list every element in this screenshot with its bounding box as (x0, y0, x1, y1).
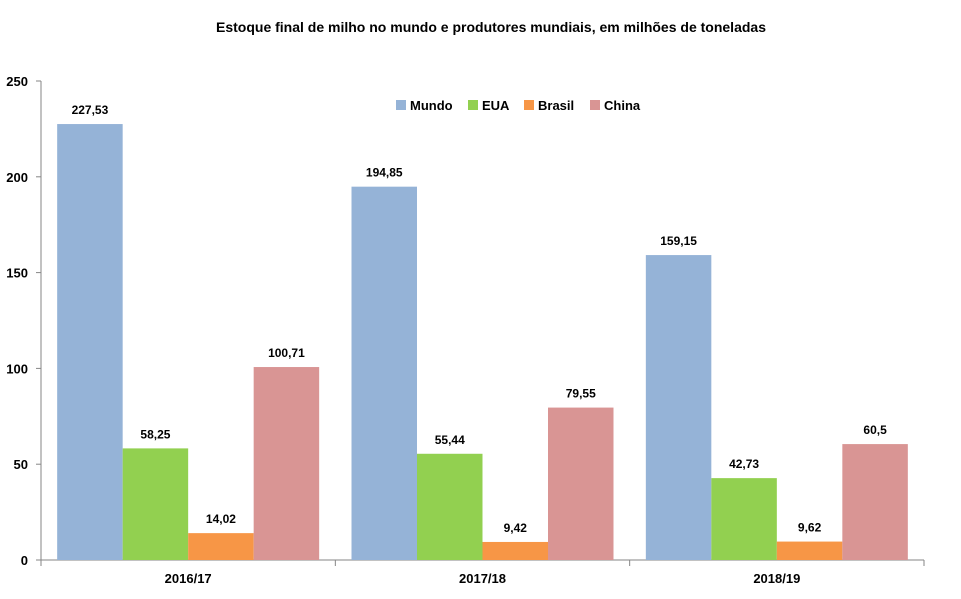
bar-china (548, 407, 614, 560)
y-tick-label: 250 (6, 74, 28, 89)
legend-swatch-mundo (396, 100, 406, 110)
bars (57, 124, 908, 560)
bar-mundo (57, 124, 123, 560)
x-category-label: 2016/17 (165, 571, 212, 586)
y-tick-label: 100 (6, 361, 28, 376)
data-label: 9,42 (504, 521, 528, 535)
y-tick-label: 200 (6, 170, 28, 185)
x-category-label: 2018/19 (753, 571, 800, 586)
bar-brasil (482, 541, 548, 560)
data-label: 55,44 (435, 433, 465, 447)
bar-eua (122, 448, 189, 560)
y-tick-label: 0 (21, 553, 28, 568)
bar-china (253, 367, 320, 560)
data-labels: 227,53 58,25 14,02 100,71 194,85 55,44 9,42 79,… (72, 103, 888, 535)
legend-swatch-eua (468, 100, 478, 110)
bar-mundo (351, 186, 417, 560)
data-label: 60,5 (863, 423, 887, 437)
data-label: 58,25 (140, 427, 170, 441)
y-tick-label: 150 (6, 266, 28, 281)
data-label: 42,73 (729, 457, 759, 471)
data-label: 159,15 (660, 234, 697, 248)
legend-label-china: China (604, 98, 641, 113)
legend-label-brasil: Brasil (538, 98, 574, 113)
legend-swatch-china (590, 100, 600, 110)
data-label: 79,55 (566, 387, 596, 401)
chart-title: Estoque final de milho no mundo e produt… (216, 19, 766, 35)
legend: Mundo EUA Brasil China (396, 98, 641, 113)
bar-china (842, 444, 908, 560)
bar-brasil (188, 533, 254, 560)
data-label: 100,71 (268, 346, 305, 360)
axes: 0 50 100 150 200 250 2016/17 2017/18 2018/19 (6, 74, 925, 586)
data-label: 9,62 (798, 521, 822, 535)
x-category-label: 2017/18 (459, 571, 506, 586)
bar-eua (711, 478, 777, 560)
bar-eua (417, 453, 483, 560)
legend-swatch-brasil (524, 100, 534, 110)
y-tick-label: 50 (14, 457, 28, 472)
bar-brasil (776, 541, 843, 560)
data-label: 14,02 (206, 512, 236, 526)
legend-label-mundo: Mundo (410, 98, 453, 113)
data-label: 194,85 (366, 166, 403, 180)
data-label: 227,53 (72, 103, 109, 117)
legend-label-eua: EUA (482, 98, 510, 113)
bar-mundo (645, 255, 712, 560)
